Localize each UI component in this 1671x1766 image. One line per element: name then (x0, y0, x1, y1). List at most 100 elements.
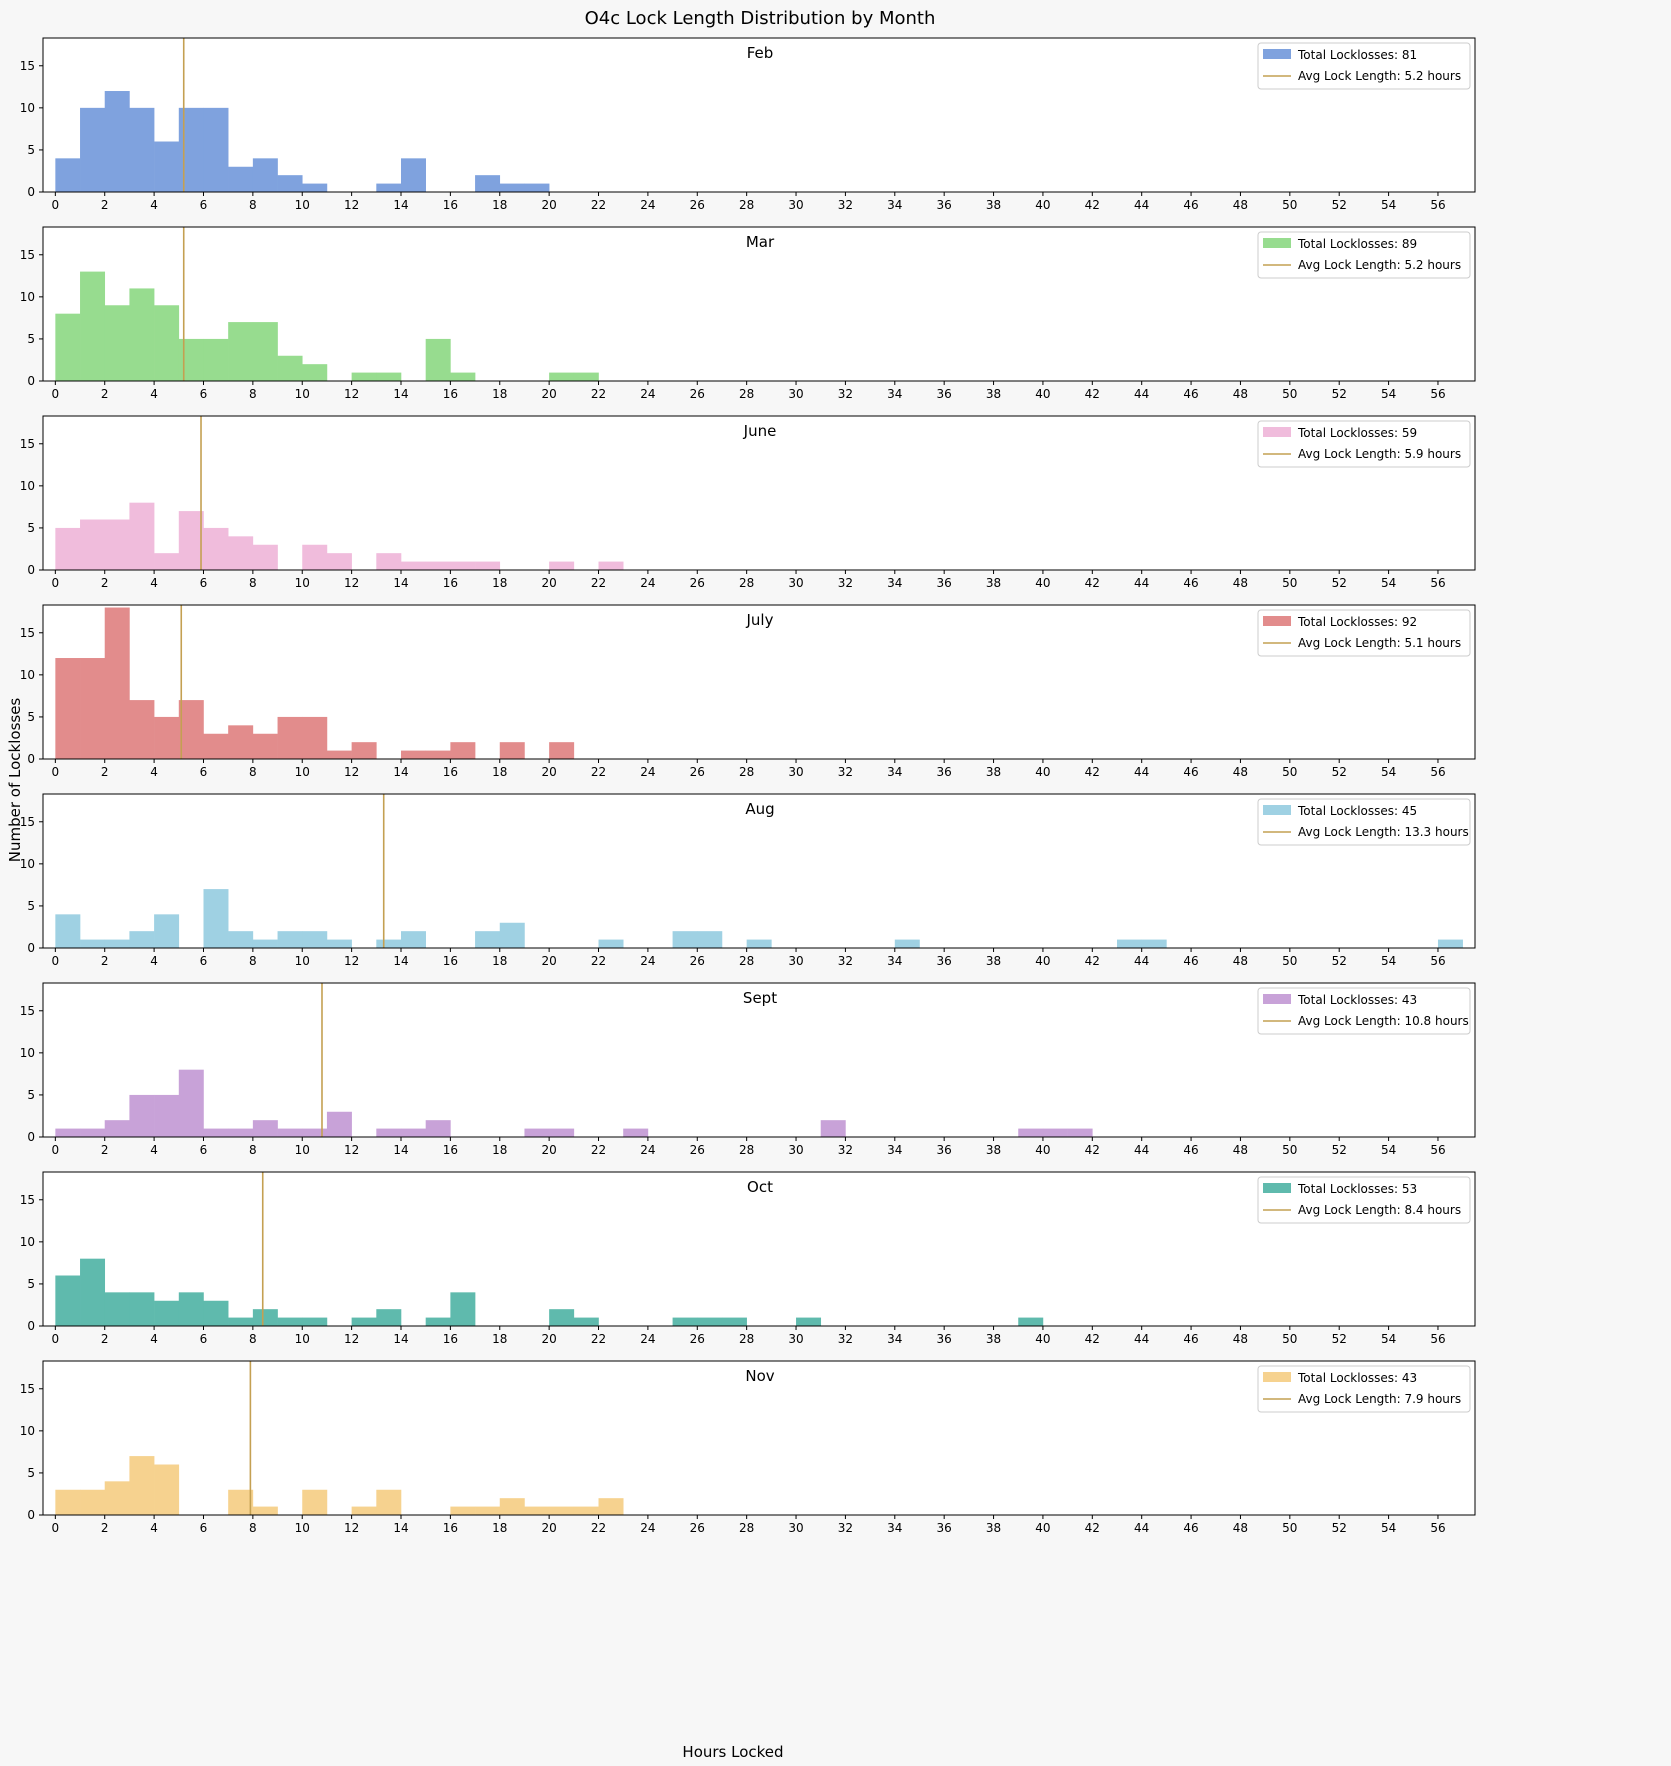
histogram-bar (104, 305, 130, 381)
histogram-bar (425, 561, 451, 570)
histogram-bar (376, 1309, 402, 1326)
y-tick-label: 5 (27, 143, 35, 157)
axes-frame (42, 37, 1476, 193)
histogram-bar (499, 922, 525, 948)
histogram-bar (499, 183, 525, 192)
legend: Total Locklosses: 92 Avg Lock Length: 5.1… (1257, 609, 1471, 657)
histogram-bar (154, 141, 180, 192)
x-tick-label: 40 (1035, 1143, 1050, 1157)
histogram-bar (401, 931, 426, 948)
panel-title: Feb (747, 44, 774, 62)
legend-swatch (1263, 49, 1291, 59)
histogram-bar (326, 553, 352, 570)
histogram-bar (178, 511, 204, 570)
x-tick-label: 14 (393, 387, 408, 401)
legend-avg-label: Avg Lock Length: 8.4 hours (1298, 1203, 1461, 1217)
x-tick-label: 22 (591, 1521, 606, 1535)
histogram-bar (55, 658, 81, 759)
x-tick-label: 4 (150, 765, 158, 779)
histogram-bar (524, 1506, 550, 1515)
panel-feb: 0 2 4 6 8 10 12 14 16 18 20 22 24 26 28 30 32 34 36 38 40 42 4… (20, 37, 1476, 212)
histogram-bar (228, 166, 254, 192)
x-tick-label: 32 (838, 954, 853, 968)
y-tick-label: 5 (27, 521, 35, 535)
x-tick-label: 6 (200, 1332, 208, 1346)
histogram-bar (80, 519, 106, 570)
x-tick-label: 44 (1134, 387, 1149, 401)
x-tick-label: 42 (1085, 387, 1100, 401)
histogram-bar (796, 1317, 822, 1326)
x-tick-label: 54 (1381, 1143, 1396, 1157)
x-tick-label: 6 (200, 387, 208, 401)
y-tick-label: 5 (27, 1466, 35, 1480)
x-tick-label: 30 (788, 198, 803, 212)
x-tick-label: 0 (52, 1332, 60, 1346)
x-tick-label: 16 (443, 1143, 458, 1157)
histogram-bar (154, 914, 180, 948)
y-tick-label: 15 (20, 1004, 35, 1018)
histogram-bar (1018, 1317, 1044, 1326)
x-tick-label: 22 (591, 1143, 606, 1157)
x-tick-label: 4 (150, 1521, 158, 1535)
x-tick-label: 22 (591, 1332, 606, 1346)
x-tick-label: 14 (393, 576, 408, 590)
histogram-bar (820, 1120, 846, 1137)
x-tick-label: 30 (788, 1521, 803, 1535)
x-tick-label: 18 (492, 1332, 507, 1346)
legend-avg-label: Avg Lock Length: 5.2 hours (1298, 258, 1461, 272)
histogram-bar (450, 1292, 476, 1326)
histogram-bar (178, 700, 204, 759)
axes-frame (42, 604, 1476, 760)
plot-area (43, 983, 1475, 1137)
x-tick-label: 48 (1233, 1521, 1248, 1535)
histogram-bar (598, 1498, 624, 1515)
x-tick-label: 54 (1381, 765, 1396, 779)
x-tick-label: 12 (344, 765, 359, 779)
x-tick-label: 2 (101, 1332, 109, 1346)
x-tick-label: 0 (52, 954, 60, 968)
histogram-bar (672, 1317, 698, 1326)
histogram-bar (573, 1317, 599, 1326)
x-tick-label: 20 (541, 387, 556, 401)
panel-title: Sept (743, 989, 777, 1007)
histogram-bar (228, 931, 254, 948)
histogram-bar (549, 1506, 575, 1515)
histogram-bar (178, 107, 204, 192)
x-tick-label: 54 (1381, 387, 1396, 401)
plot-area (43, 1172, 1475, 1326)
x-tick-label: 6 (200, 765, 208, 779)
x-tick-label: 36 (937, 1332, 952, 1346)
x-tick-label: 10 (295, 765, 310, 779)
histogram-bar (277, 1317, 303, 1326)
x-tick-label: 26 (690, 198, 705, 212)
histogram-bar (129, 1292, 155, 1326)
panel-title: Oct (747, 1178, 773, 1196)
x-tick-label: 44 (1134, 1143, 1149, 1157)
histogram-bar (475, 175, 501, 192)
x-tick-label: 32 (838, 765, 853, 779)
x-tick-label: 32 (838, 1332, 853, 1346)
x-tick-label: 48 (1233, 387, 1248, 401)
legend-avg-label: Avg Lock Length: 7.9 hours (1298, 1392, 1461, 1406)
x-tick-label: 26 (690, 765, 705, 779)
x-tick-label: 16 (443, 387, 458, 401)
histogram-bar (129, 700, 155, 759)
histogram-bar (376, 553, 402, 570)
x-tick-label: 38 (986, 1521, 1001, 1535)
x-tick-label: 40 (1035, 765, 1050, 779)
y-tick-label: 10 (20, 668, 35, 682)
panel-sept: 0 2 4 6 8 10 12 14 16 18 20 22 24 26 28 30 32 34 36 38 40 42 4… (20, 982, 1476, 1157)
x-tick-label: 32 (838, 1143, 853, 1157)
x-tick-label: 46 (1183, 387, 1198, 401)
y-tick-label: 10 (20, 857, 35, 871)
x-tick-label: 38 (986, 576, 1001, 590)
x-tick-label: 24 (640, 198, 655, 212)
x-tick-label: 12 (344, 387, 359, 401)
x-tick-label: 52 (1332, 576, 1347, 590)
y-axis-label: Number of Locklosses (6, 698, 24, 863)
legend-avg-label: Avg Lock Length: 5.9 hours (1298, 447, 1461, 461)
x-tick-label: 42 (1085, 1521, 1100, 1535)
x-tick-label: 50 (1282, 954, 1297, 968)
legend-avg-label: Avg Lock Length: 13.3 hours (1298, 825, 1469, 839)
